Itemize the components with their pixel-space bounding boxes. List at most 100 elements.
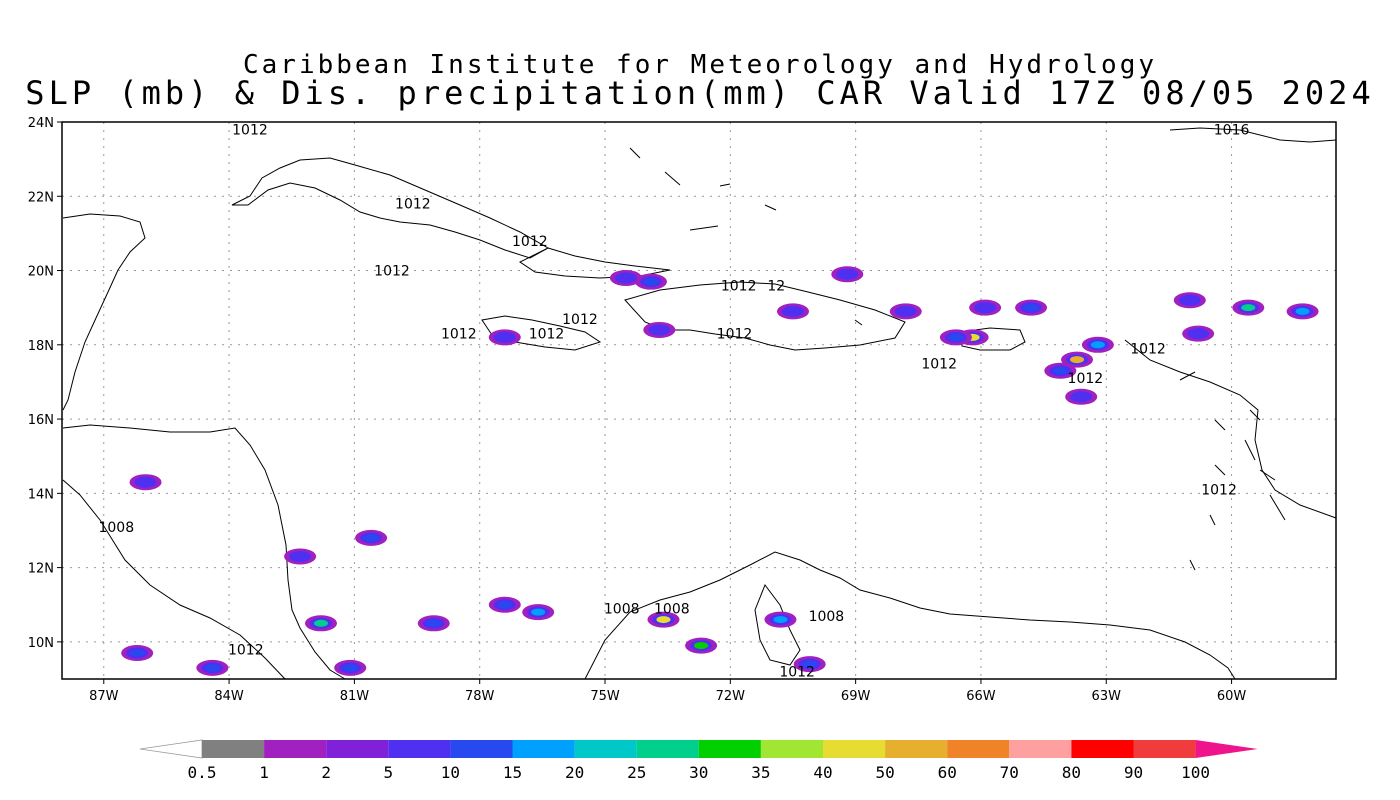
colorbar: 0.5 1 2 5 10 15 20 25 30 35 40 50 60 70 80 90 100: [139, 739, 1258, 782]
lon-tick-label: 87W: [89, 689, 119, 704]
isobar-label: 12: [767, 278, 785, 294]
colorbar-label: 25: [627, 763, 646, 782]
precip-cell-core: [802, 660, 817, 668]
colorbar-label: 10: [441, 763, 460, 782]
precip-cell-core: [343, 664, 358, 672]
yucatan-coastline: [62, 213, 146, 411]
colorbar-label: 60: [938, 763, 957, 782]
colorbar-segment: [202, 740, 265, 758]
colorbar-segment: [388, 740, 451, 758]
precip-cell-inner: [493, 331, 516, 343]
precip-cell-core: [1053, 367, 1068, 375]
lat-tick-label: 22N: [28, 190, 54, 205]
isobar-label: 1012: [717, 327, 753, 343]
lesser-antilles-coastline: [1179, 371, 1286, 571]
precip-cell-core: [1295, 307, 1310, 315]
precip-cell-core: [1241, 304, 1256, 312]
colorbar-label: 40: [813, 763, 832, 782]
cuba-east-coastline: [519, 247, 671, 279]
lat-tick-label: 18N: [28, 339, 54, 354]
isobar-label: 1008: [809, 609, 845, 625]
colorbar-label: 1: [259, 763, 269, 782]
bahamas-coastline: [629, 147, 863, 326]
colorbar-segment: [1009, 740, 1072, 758]
isobar-label: 1012: [1201, 483, 1237, 499]
colorbar-segment: [326, 740, 389, 758]
precip-cell-core: [1024, 304, 1039, 312]
colorbar-label: 70: [1000, 763, 1019, 782]
precip-cell-core: [948, 333, 963, 341]
colorbar-label: 15: [503, 763, 522, 782]
precip-cell-core: [773, 616, 788, 624]
hispaniola-coastline: [624, 281, 906, 351]
precip-cell-inner: [781, 305, 804, 317]
precip-cell-core: [364, 534, 379, 542]
cuba-coastline: [231, 157, 550, 259]
lat-tick-label: 14N: [28, 487, 54, 502]
isobar-label: 1012: [441, 327, 477, 343]
map-axes: 24N 22N 20N 18N 16N 14N 12N 10N 87W 84W 81W 78W 75W 7…: [28, 116, 1247, 704]
colorbar-label: 0.5: [188, 763, 217, 782]
precip-cell-core: [694, 642, 709, 650]
precip-cell-inner: [1070, 391, 1093, 403]
precip-cell-inner: [974, 302, 997, 314]
coastlines: [62, 127, 1337, 680]
precip-cell-inner: [1187, 328, 1210, 340]
isobar-label: 1012: [228, 642, 264, 658]
isobar-label: 1012: [529, 327, 565, 343]
precip-cell-core: [497, 601, 512, 609]
colorbar-segment: [1071, 740, 1134, 758]
colorbar-label: 50: [875, 763, 894, 782]
lon-tick-label: 84W: [214, 689, 244, 704]
lon-tick-label: 66W: [966, 689, 996, 704]
colorbar-label: 5: [383, 763, 393, 782]
lon-tick-label: 69W: [841, 689, 871, 704]
isobar-label: 1012: [779, 665, 815, 681]
precip-cell-inner: [134, 476, 157, 488]
colorbar-label: 20: [565, 763, 584, 782]
map-grid: [62, 121, 1336, 679]
isobar-label: 1008: [654, 601, 690, 617]
precip-cell-inner: [1178, 294, 1201, 306]
precip-cell-core: [1070, 356, 1085, 364]
precip-cell-core: [130, 649, 145, 657]
colorbar-segment: [947, 740, 1010, 758]
precip-cell-core: [531, 608, 546, 616]
isobar-label: 1012: [395, 197, 431, 213]
isobar-label: 1008: [98, 520, 134, 536]
precip-cell-inner: [614, 272, 637, 284]
central-america-coastline: [62, 424, 346, 680]
precip-cell-inner: [289, 550, 312, 562]
colorbar-segment: [574, 740, 637, 758]
lat-tick-label: 10N: [28, 636, 54, 651]
precip-cell-core: [205, 664, 220, 672]
colorbar-label: 80: [1062, 763, 1081, 782]
lon-tick-label: 81W: [340, 689, 370, 704]
lat-tick-label: 20N: [28, 265, 54, 280]
lon-tick-label: 63W: [1092, 689, 1122, 704]
isobar-label: 1012: [1130, 342, 1166, 358]
colorbar-label: 90: [1124, 763, 1143, 782]
isobar-label: 1012: [562, 312, 598, 328]
lat-tick-label: 12N: [28, 562, 54, 577]
precip-cell-core: [643, 278, 658, 286]
colorbar-label: 100: [1181, 763, 1210, 782]
colorbar-segment: [450, 740, 513, 758]
precipitation-layer: [121, 266, 1319, 676]
isobar-label: 1008: [604, 601, 640, 617]
isobar-label: 1016: [1214, 122, 1250, 138]
isobar-label: 1012: [232, 122, 268, 138]
colorbar-segment: [760, 740, 823, 758]
precip-cell-core: [426, 619, 441, 627]
precip-cell-core: [656, 616, 671, 624]
colorbar-label: 2: [321, 763, 331, 782]
colorbar-segment: [885, 740, 948, 758]
precip-cell-core: [313, 619, 328, 627]
isobar-label: 1012: [721, 278, 757, 294]
lon-tick-label: 72W: [716, 689, 746, 704]
colorbar-segment: [512, 740, 575, 758]
isobar-label: 1012: [921, 356, 957, 372]
title-line-2: SLP (mb) & Dis. precipitation(mm) CAR Va…: [25, 74, 1375, 112]
south-america-coastline: [584, 551, 1236, 680]
